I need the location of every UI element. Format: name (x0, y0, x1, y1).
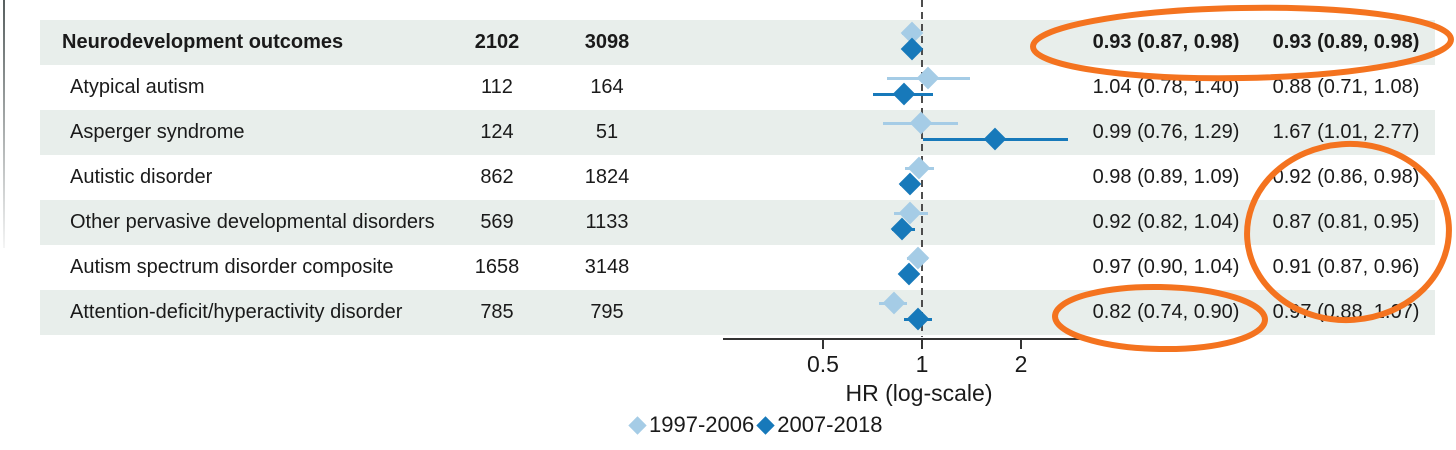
legend-item-2007-2018: 2007-2018 (754, 412, 882, 438)
n-1997-2006: 1658 (474, 256, 520, 278)
hr-2007-2018: 0.91 (0.87, 0.96) (1272, 256, 1420, 278)
legend-item-1997-2006: 1997-2006 (626, 412, 754, 438)
diamond-marker-icon (628, 415, 647, 435)
outcome-label: Atypical autism (70, 76, 205, 98)
n-2007-2018: 1824 (584, 166, 630, 188)
n-2007-2018: 1133 (585, 211, 629, 233)
legend: 1997-2006 2007-2018 (626, 412, 882, 438)
x-axis-tick-mark (822, 340, 824, 349)
outcome-label: Neurodevelopment outcomes (62, 31, 344, 53)
hr-1997-2006: 0.97 (0.90, 1.04) (1092, 256, 1240, 278)
x-axis-tick-label: 0.5 (807, 351, 839, 377)
hr-2007-2018: 0.97 (0.88, 1.07) (1272, 301, 1420, 323)
n-1997-2006: 862 (480, 166, 514, 188)
screenshot-edge-artifact (3, 0, 5, 248)
n-2007-2018: 3148 (584, 256, 630, 278)
table-row: Autism spectrum disorder composite 1658 31… (40, 245, 1435, 290)
hr-1997-2006: 0.93 (0.87, 0.98) (1092, 31, 1240, 53)
table-row: Other pervasive developmental disorders 5… (40, 200, 1435, 245)
x-axis-line (723, 338, 1085, 340)
n-2007-2018: 795 (590, 301, 624, 323)
x-axis-tick-mark (1020, 340, 1022, 349)
table-row: Autistic disorder 862 1824 0.98 (0.89, 1.09… (40, 155, 1435, 200)
n-2007-2018: 164 (590, 76, 624, 98)
n-2007-2018: 51 (595, 121, 619, 143)
n-1997-2006: 785 (480, 301, 514, 323)
n-1997-2006: 112 (481, 76, 513, 98)
hr-2007-2018: 0.87 (0.81, 0.95) (1272, 211, 1420, 233)
outcome-label: Other pervasive developmental disorders (70, 211, 435, 233)
table-row: Neurodevelopment outcomes 2102 3098 0.93 (0… (40, 20, 1435, 65)
hr-2007-2018: 1.67 (1.01, 2.77) (1272, 121, 1420, 143)
x-axis-tick-label: 1 (915, 351, 929, 377)
hr-1997-2006: 0.82 (0.74, 0.90) (1092, 301, 1240, 323)
table-row: Atypical autism 112 164 1.04 (0.78, 1.40) 0.… (40, 65, 1435, 110)
legend-label: 2007-2018 (777, 412, 883, 437)
diamond-marker-icon (756, 415, 775, 435)
hr-2007-2018: 0.92 (0.86, 0.98) (1272, 166, 1420, 188)
hr-1997-2006: 0.92 (0.82, 1.04) (1092, 211, 1240, 233)
n-1997-2006: 124 (480, 121, 514, 143)
n-1997-2006: 569 (480, 211, 514, 233)
x-axis-title: HR (log-scale) (845, 380, 993, 406)
outcome-label: Autism spectrum disorder composite (70, 256, 394, 278)
x-axis-tick-mark (921, 340, 923, 349)
outcome-label: Attention-deficit/hyperactivity disorder (70, 301, 403, 323)
hr-2007-2018: 0.88 (0.71, 1.08) (1272, 76, 1420, 98)
n-1997-2006: 2102 (474, 31, 520, 53)
n-2007-2018: 3098 (584, 31, 630, 53)
hr-2007-2018: 0.93 (0.89, 0.98) (1272, 31, 1420, 53)
legend-label: 1997-2006 (649, 412, 755, 437)
table-row: Attention-deficit/hyperactivity disorder… (40, 290, 1435, 335)
table-row: Asperger syndrome 124 51 0.99 (0.76, 1.29) 1… (40, 110, 1435, 155)
hr-1997-2006: 1.04 (0.78, 1.40) (1092, 76, 1240, 98)
outcome-label: Asperger syndrome (70, 121, 245, 143)
hr-1997-2006: 0.99 (0.76, 1.29) (1092, 121, 1240, 143)
x-axis-tick-label: 2 (1014, 351, 1028, 377)
hr-1997-2006: 0.98 (0.89, 1.09) (1092, 166, 1240, 188)
outcome-label: Autistic disorder (70, 166, 213, 188)
